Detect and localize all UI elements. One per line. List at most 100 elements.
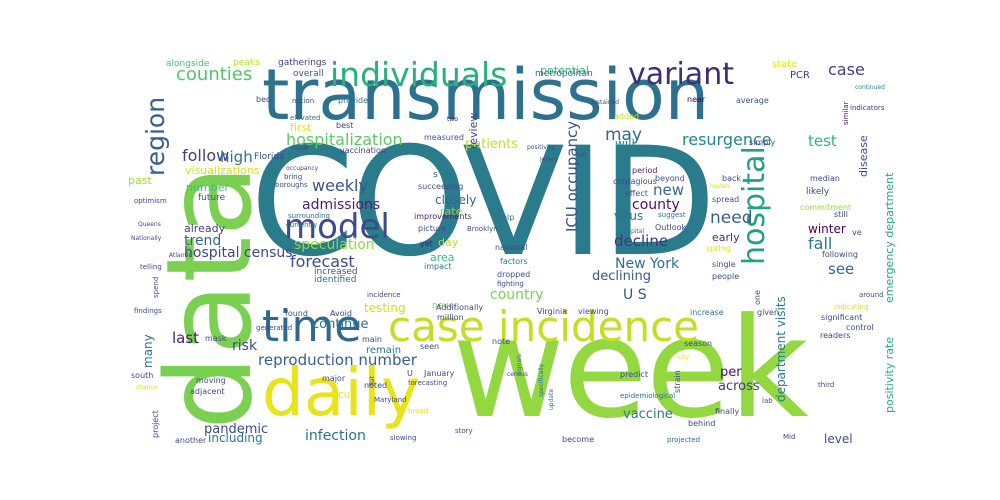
cloud-word: readers bbox=[820, 331, 851, 340]
cloud-word: seen bbox=[420, 342, 440, 351]
cloud-word: around bbox=[859, 291, 884, 299]
cloud-word: decline bbox=[614, 232, 669, 250]
cloud-word: follow bbox=[182, 146, 230, 165]
cloud-word: pandemic bbox=[204, 422, 269, 437]
cloud-word: never bbox=[432, 301, 458, 311]
cloud-word: hospital bbox=[737, 146, 772, 265]
cloud-word: high bbox=[220, 148, 253, 166]
cloud-word: hovers bbox=[710, 183, 731, 190]
cloud-word: region bbox=[141, 96, 170, 176]
cloud-word: major bbox=[322, 374, 346, 383]
cloud-word: spring bbox=[706, 244, 731, 253]
cloud-word: note bbox=[492, 337, 511, 346]
cloud-word: another bbox=[175, 436, 207, 445]
cloud-word: now bbox=[292, 143, 309, 152]
cloud-word: forecasting bbox=[408, 379, 448, 387]
cloud-word: contagious bbox=[613, 177, 657, 186]
cloud-word: picture bbox=[418, 224, 446, 233]
cloud-word: area bbox=[430, 251, 455, 264]
cloud-word: identified bbox=[314, 275, 357, 285]
cloud-word: people bbox=[712, 272, 740, 281]
cloud-word: measured bbox=[424, 133, 464, 142]
cloud-word: overall bbox=[293, 69, 324, 79]
cloud-word: Jersey bbox=[540, 156, 559, 163]
cloud-word: million bbox=[437, 313, 464, 322]
cloud-word: reproduction number bbox=[258, 351, 417, 369]
cloud-word: similar bbox=[842, 101, 850, 125]
cloud-word: winter bbox=[808, 222, 846, 236]
cloud-word: update bbox=[548, 388, 555, 410]
cloud-word: continued bbox=[855, 84, 885, 91]
cloud-word: country bbox=[490, 287, 544, 303]
cloud-word: hospitalization bbox=[286, 130, 403, 149]
cloud-word: individuals bbox=[330, 55, 508, 94]
cloud-word: moving bbox=[196, 376, 226, 385]
cloud-word: U S bbox=[623, 287, 647, 303]
cloud-word: elevated bbox=[290, 114, 321, 122]
cloud-word: factors bbox=[500, 257, 528, 266]
cloud-word: improvements bbox=[414, 212, 472, 221]
cloud-word: ve bbox=[852, 228, 862, 237]
cloud-word: currently bbox=[286, 221, 318, 229]
cloud-word: model bbox=[284, 207, 390, 247]
cloud-word: third bbox=[818, 381, 835, 389]
cloud-word: noted bbox=[364, 381, 388, 390]
cloud-word: capital bbox=[624, 228, 645, 235]
cloud-word: main bbox=[362, 335, 382, 344]
cloud-word: indicators bbox=[850, 104, 885, 112]
cloud-word: Additionally bbox=[436, 303, 484, 312]
cloud-word: Brooklyn bbox=[467, 225, 498, 233]
cloud-word: alongside bbox=[166, 59, 210, 69]
cloud-word: fighting bbox=[497, 280, 524, 288]
cloud-word: epidemiological bbox=[620, 392, 676, 400]
cloud-word: Mid bbox=[783, 433, 796, 441]
cloud-word: city bbox=[678, 354, 689, 361]
cloud-word: New York bbox=[615, 256, 680, 272]
cloud-word: rate bbox=[440, 205, 463, 218]
cloud-word: gatherings bbox=[278, 58, 327, 68]
cloud-word: suggest bbox=[658, 211, 686, 219]
cloud-word: admissions bbox=[302, 197, 381, 213]
cloud-word: emergency department bbox=[883, 172, 896, 303]
cloud-word: found bbox=[285, 309, 308, 318]
cloud-word: control bbox=[846, 323, 874, 332]
cloud-word: mask bbox=[205, 334, 227, 343]
cloud-word: optimism bbox=[134, 197, 167, 205]
cloud-word: median bbox=[810, 174, 840, 183]
cloud-word: s bbox=[433, 170, 438, 180]
cloud-word: near bbox=[687, 95, 706, 104]
cloud-word: Atlantic bbox=[169, 252, 192, 259]
cloud-word: testing bbox=[364, 301, 406, 315]
cloud-word: story bbox=[455, 427, 473, 435]
cloud-word: day bbox=[438, 236, 459, 249]
cloud-word: Avoid bbox=[330, 309, 352, 318]
cloud-word: nation bbox=[292, 97, 315, 105]
cloud-word: PCR bbox=[790, 70, 810, 81]
cloud-word: one bbox=[753, 290, 762, 305]
cloud-word: help bbox=[497, 213, 515, 222]
cloud-word: projected bbox=[667, 436, 701, 444]
cloud-word: Outlook bbox=[655, 223, 687, 232]
cloud-word: peaks bbox=[233, 58, 260, 68]
cloud-word: still bbox=[834, 210, 848, 219]
cloud-word: continue bbox=[312, 317, 369, 332]
cloud-word: sustained bbox=[590, 99, 620, 106]
cloud-word: past bbox=[128, 174, 152, 187]
cloud-word: findings bbox=[134, 307, 162, 315]
cloud-word: patients bbox=[465, 137, 519, 152]
cloud-word: many bbox=[141, 334, 155, 368]
cloud-word: provide bbox=[338, 96, 369, 105]
cloud-word: need bbox=[710, 208, 753, 228]
cloud-word: average bbox=[736, 96, 769, 105]
cloud-word: two bbox=[447, 116, 458, 123]
cloud-word: vaccine bbox=[623, 407, 673, 422]
cloud-word: boroughs bbox=[275, 181, 308, 189]
cloud-word: spread bbox=[712, 195, 740, 204]
cloud-word: across bbox=[718, 379, 760, 394]
cloud-word: succeeding bbox=[418, 182, 464, 191]
cloud-word: county bbox=[632, 197, 680, 213]
cloud-word: added bbox=[614, 112, 640, 121]
cloud-word: state bbox=[772, 59, 798, 70]
cloud-word: single bbox=[712, 260, 736, 269]
